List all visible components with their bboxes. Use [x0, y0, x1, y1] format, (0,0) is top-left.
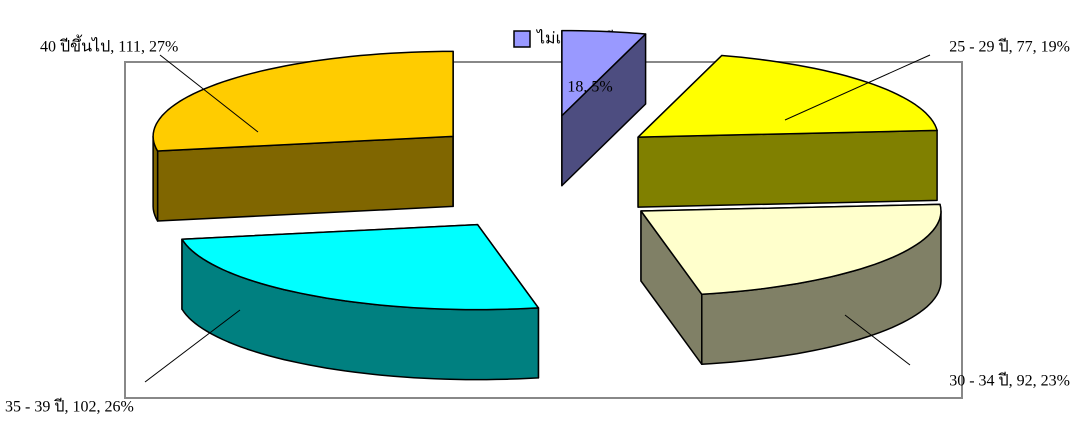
slice	[640, 203, 942, 296]
slice	[152, 50, 454, 152]
slice	[561, 29, 647, 117]
data-label: 35 - 39 ปี, 102, 26%	[5, 398, 134, 416]
leader-line	[144, 309, 241, 383]
data-label: 30 - 34 ปี, 92, 23%	[949, 372, 1070, 390]
leader-line	[844, 314, 911, 366]
leader-line	[159, 54, 259, 133]
slice	[181, 223, 540, 311]
leader-line	[784, 54, 931, 121]
data-label: 40 ปีขึ้นไป, 111, 27%	[40, 35, 178, 56]
data-label: 25 - 29 ปี, 77, 19%	[949, 38, 1070, 56]
data-label: 18, 5%	[567, 79, 612, 96]
legend-swatch	[513, 30, 531, 48]
plot-area	[124, 61, 963, 399]
slice	[637, 54, 938, 138]
slice-side	[637, 129, 938, 208]
